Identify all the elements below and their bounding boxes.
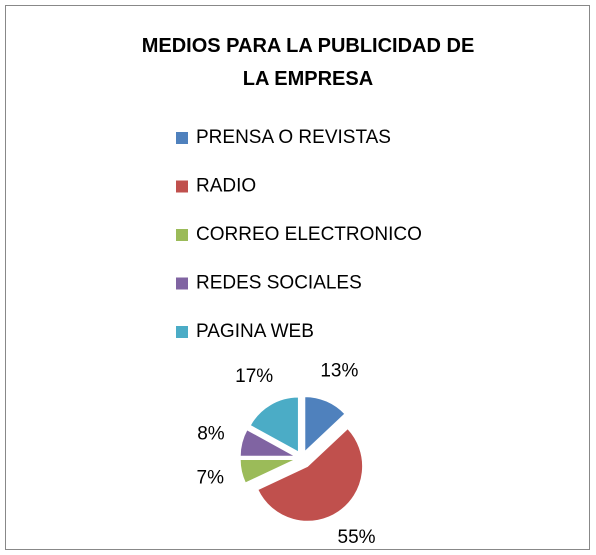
legend-label: PAGINA WEB — [196, 321, 314, 342]
data-label: 7% — [197, 468, 225, 489]
legend-swatch — [176, 277, 188, 290]
pie-slice — [239, 429, 296, 457]
legend-label: REDES SOCIALES — [196, 273, 362, 294]
data-label: 13% — [320, 361, 358, 382]
legend-label: PRENSA O REVISTAS — [196, 127, 391, 148]
legend-swatch — [176, 132, 188, 144]
legend-label: CORREO ELECTRONICO — [196, 224, 422, 245]
pie-slice — [249, 396, 299, 453]
legend-swatch — [176, 326, 188, 338]
pie-slice — [257, 427, 364, 522]
legend-label: RADIO — [196, 176, 256, 197]
data-label: 17% — [235, 366, 273, 387]
legend-swatch — [176, 229, 188, 241]
data-label: 55% — [338, 527, 376, 548]
pie-slice — [239, 459, 296, 484]
data-label: 8% — [197, 424, 225, 445]
legend-swatch — [176, 180, 188, 193]
pie-slice — [304, 396, 346, 453]
chart-border — [5, 5, 590, 550]
chart-title: MEDIOS PARA LA PUBLICIDAD DE LA EMPRESA — [142, 35, 475, 90]
